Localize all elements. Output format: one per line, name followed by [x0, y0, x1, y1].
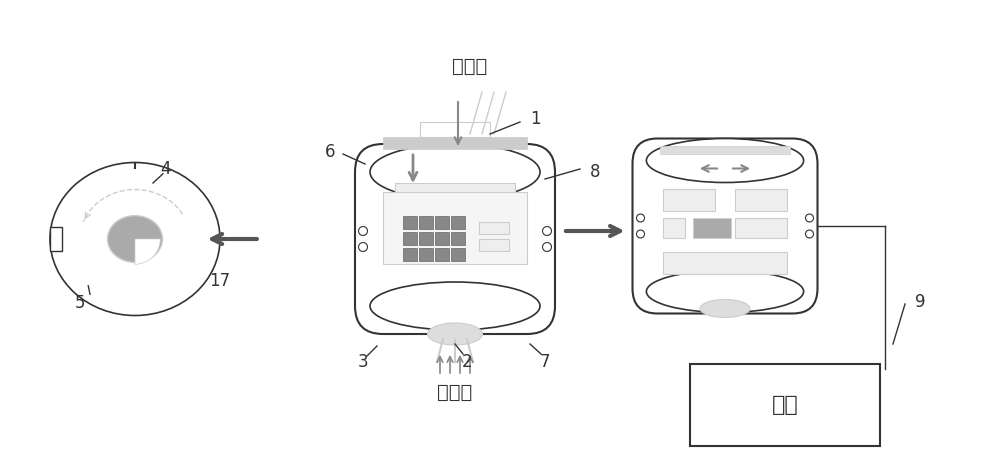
Bar	[663, 218, 685, 238]
Text: 7: 7	[540, 353, 550, 371]
Bar	[383, 137, 527, 149]
Ellipse shape	[108, 216, 163, 263]
Circle shape	[542, 227, 552, 236]
Bar	[419, 232, 433, 245]
Bar	[435, 232, 449, 245]
Bar	[419, 248, 433, 261]
Text: 4: 4	[160, 161, 170, 179]
Bar	[403, 216, 417, 229]
Ellipse shape	[370, 282, 540, 330]
Bar	[383, 192, 527, 264]
Ellipse shape	[700, 300, 750, 318]
Circle shape	[542, 243, 552, 252]
Bar	[663, 189, 715, 211]
Bar	[419, 216, 433, 229]
Ellipse shape	[646, 271, 804, 312]
Bar	[735, 218, 787, 238]
Ellipse shape	[370, 144, 540, 200]
Text: 1: 1	[530, 110, 541, 128]
Circle shape	[359, 243, 368, 252]
Bar	[451, 232, 465, 245]
Bar	[693, 218, 731, 238]
Text: 直射光: 直射光	[452, 56, 488, 75]
Text: 2: 2	[462, 353, 472, 371]
Ellipse shape	[50, 163, 220, 316]
Circle shape	[637, 214, 644, 222]
Bar	[403, 232, 417, 245]
FancyBboxPatch shape	[633, 138, 818, 313]
Text: 6: 6	[325, 143, 335, 161]
FancyBboxPatch shape	[355, 144, 555, 334]
Bar	[435, 248, 449, 261]
Circle shape	[806, 214, 814, 222]
Text: 9: 9	[915, 293, 926, 311]
Bar	[403, 248, 417, 261]
Ellipse shape	[646, 138, 804, 182]
Bar	[479, 222, 509, 234]
Bar	[451, 248, 465, 261]
Circle shape	[806, 230, 814, 238]
Bar	[451, 216, 465, 229]
Text: 17: 17	[209, 272, 230, 290]
Bar	[435, 216, 449, 229]
Bar	[50, 227, 62, 251]
Circle shape	[637, 230, 644, 238]
Text: 散射光: 散射光	[437, 383, 473, 401]
Text: 8: 8	[590, 163, 600, 181]
Text: 3: 3	[358, 353, 368, 371]
Bar	[395, 183, 515, 201]
Bar	[479, 239, 509, 251]
Text: 土层: 土层	[772, 395, 798, 415]
Ellipse shape	[428, 323, 483, 345]
Bar	[735, 189, 787, 211]
Circle shape	[359, 227, 368, 236]
Bar	[420, 122, 490, 137]
Wedge shape	[135, 239, 160, 264]
Text: 5: 5	[75, 294, 85, 312]
Bar	[690, 364, 880, 446]
Bar	[660, 146, 790, 154]
Bar	[663, 252, 787, 274]
